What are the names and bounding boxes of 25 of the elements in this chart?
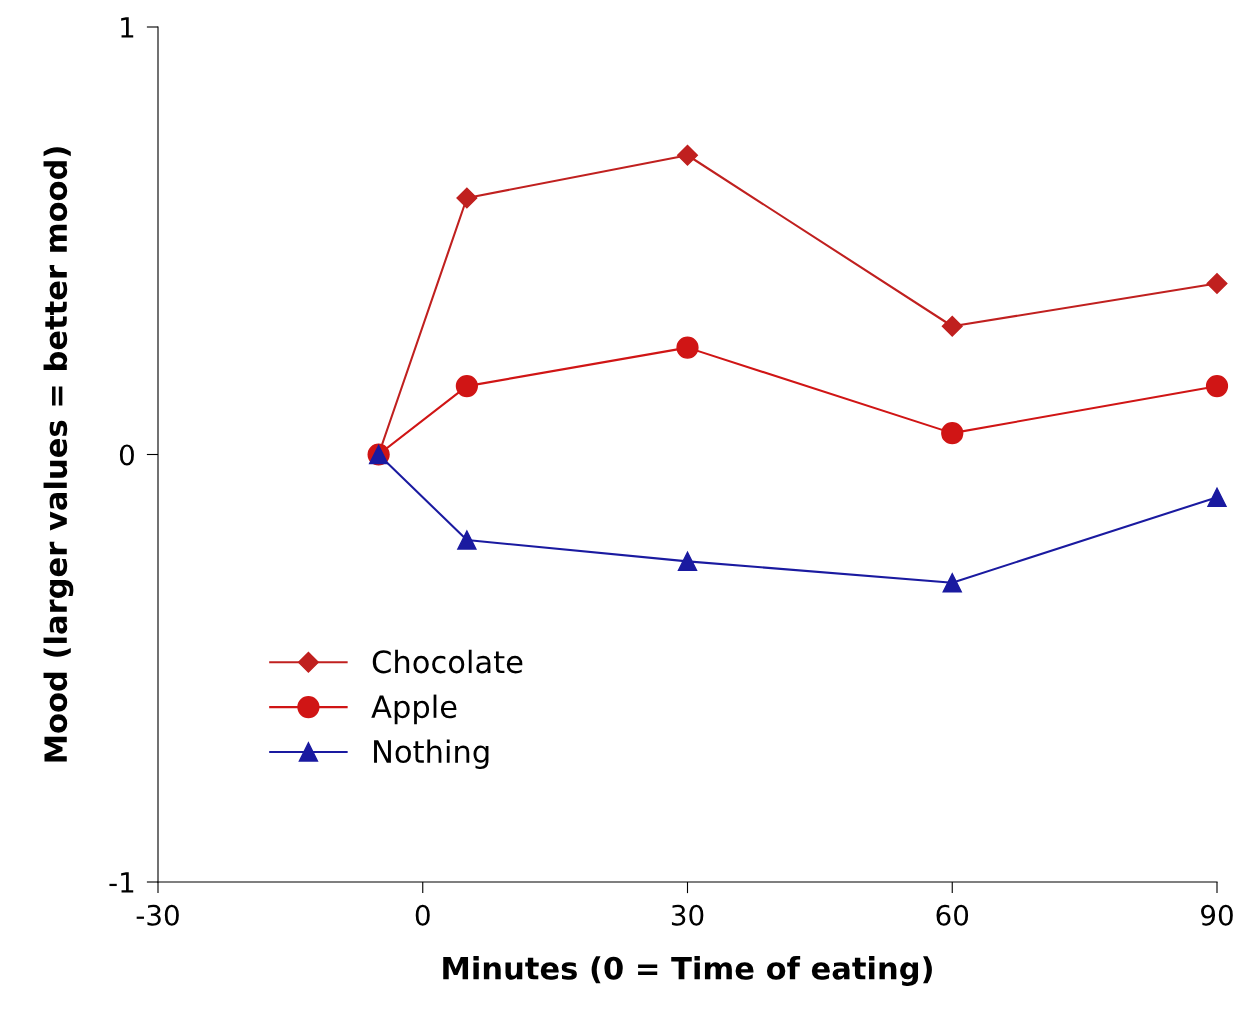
point <box>1207 487 1227 507</box>
point <box>942 573 962 593</box>
point <box>455 374 478 398</box>
point <box>676 144 699 166</box>
x-tick-label: 90 <box>1201 904 1233 926</box>
point <box>941 422 964 445</box>
legend-label: Chocolate <box>372 649 523 674</box>
y-tick-label: 0 <box>119 444 134 466</box>
y-axis-title: Mood (larger values = better mood) <box>43 147 74 762</box>
point <box>676 336 699 359</box>
y-tick-label: 1 <box>121 17 134 38</box>
point <box>456 187 478 209</box>
point <box>941 315 963 337</box>
point <box>1206 272 1228 295</box>
point <box>457 530 477 550</box>
point <box>677 551 698 572</box>
x-tick-label: 60 <box>936 904 969 926</box>
legend-label: Apple <box>371 694 457 725</box>
y-tick-label: -1 <box>109 872 134 893</box>
x-tick-label: 30 <box>671 904 704 926</box>
x-axis-title: Minutes (0 = Time of eating) <box>443 956 932 986</box>
x-tick-label: -30 <box>136 904 179 926</box>
x-tick-label: 0 <box>415 904 430 926</box>
legend-label: Nothing <box>374 739 489 769</box>
point <box>1205 374 1229 398</box>
